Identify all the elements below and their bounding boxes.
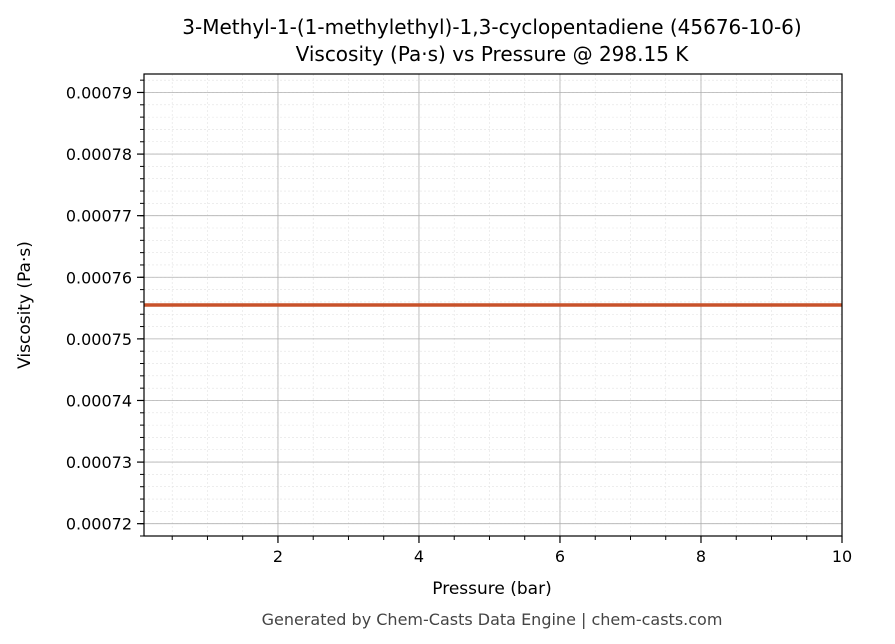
y-axis-ticks: 0.00072 0.00073 0.00074 0.00075 0.00076 0.000… [66, 79, 144, 537]
y-tick-label: 0.00073 [66, 453, 132, 472]
x-tick-label: 4 [414, 547, 424, 566]
x-tick-label: 8 [696, 547, 706, 566]
y-tick-label: 0.00077 [66, 207, 132, 226]
y-tick-label: 0.00072 [66, 515, 132, 534]
y-tick-label: 0.00074 [66, 391, 132, 410]
chart-subtitle: Viscosity (Pa·s) vs Pressure @ 298.15 K [296, 42, 690, 66]
x-axis-label: Pressure (bar) [432, 579, 551, 599]
x-tick-label: 6 [555, 547, 565, 566]
y-tick-label: 0.00078 [66, 145, 132, 164]
chart-title: 3-Methyl-1-(1-methylethyl)-1,3-cyclopent… [182, 15, 801, 39]
y-axis-label: Viscosity (Pa·s) [15, 241, 35, 369]
x-tick-label: 2 [273, 547, 283, 566]
plot-frame [143, 73, 843, 537]
x-axis-ticks: 2 4 6 8 10 [171, 536, 852, 566]
y-tick-label: 0.00076 [66, 268, 132, 287]
y-tick-label: 0.00079 [66, 83, 132, 102]
footer-credit: Generated by Chem-Casts Data Engine | ch… [262, 610, 723, 629]
x-tick-label: 10 [832, 547, 852, 566]
major-grid [144, 74, 843, 536]
y-tick-label: 0.00075 [66, 330, 132, 349]
